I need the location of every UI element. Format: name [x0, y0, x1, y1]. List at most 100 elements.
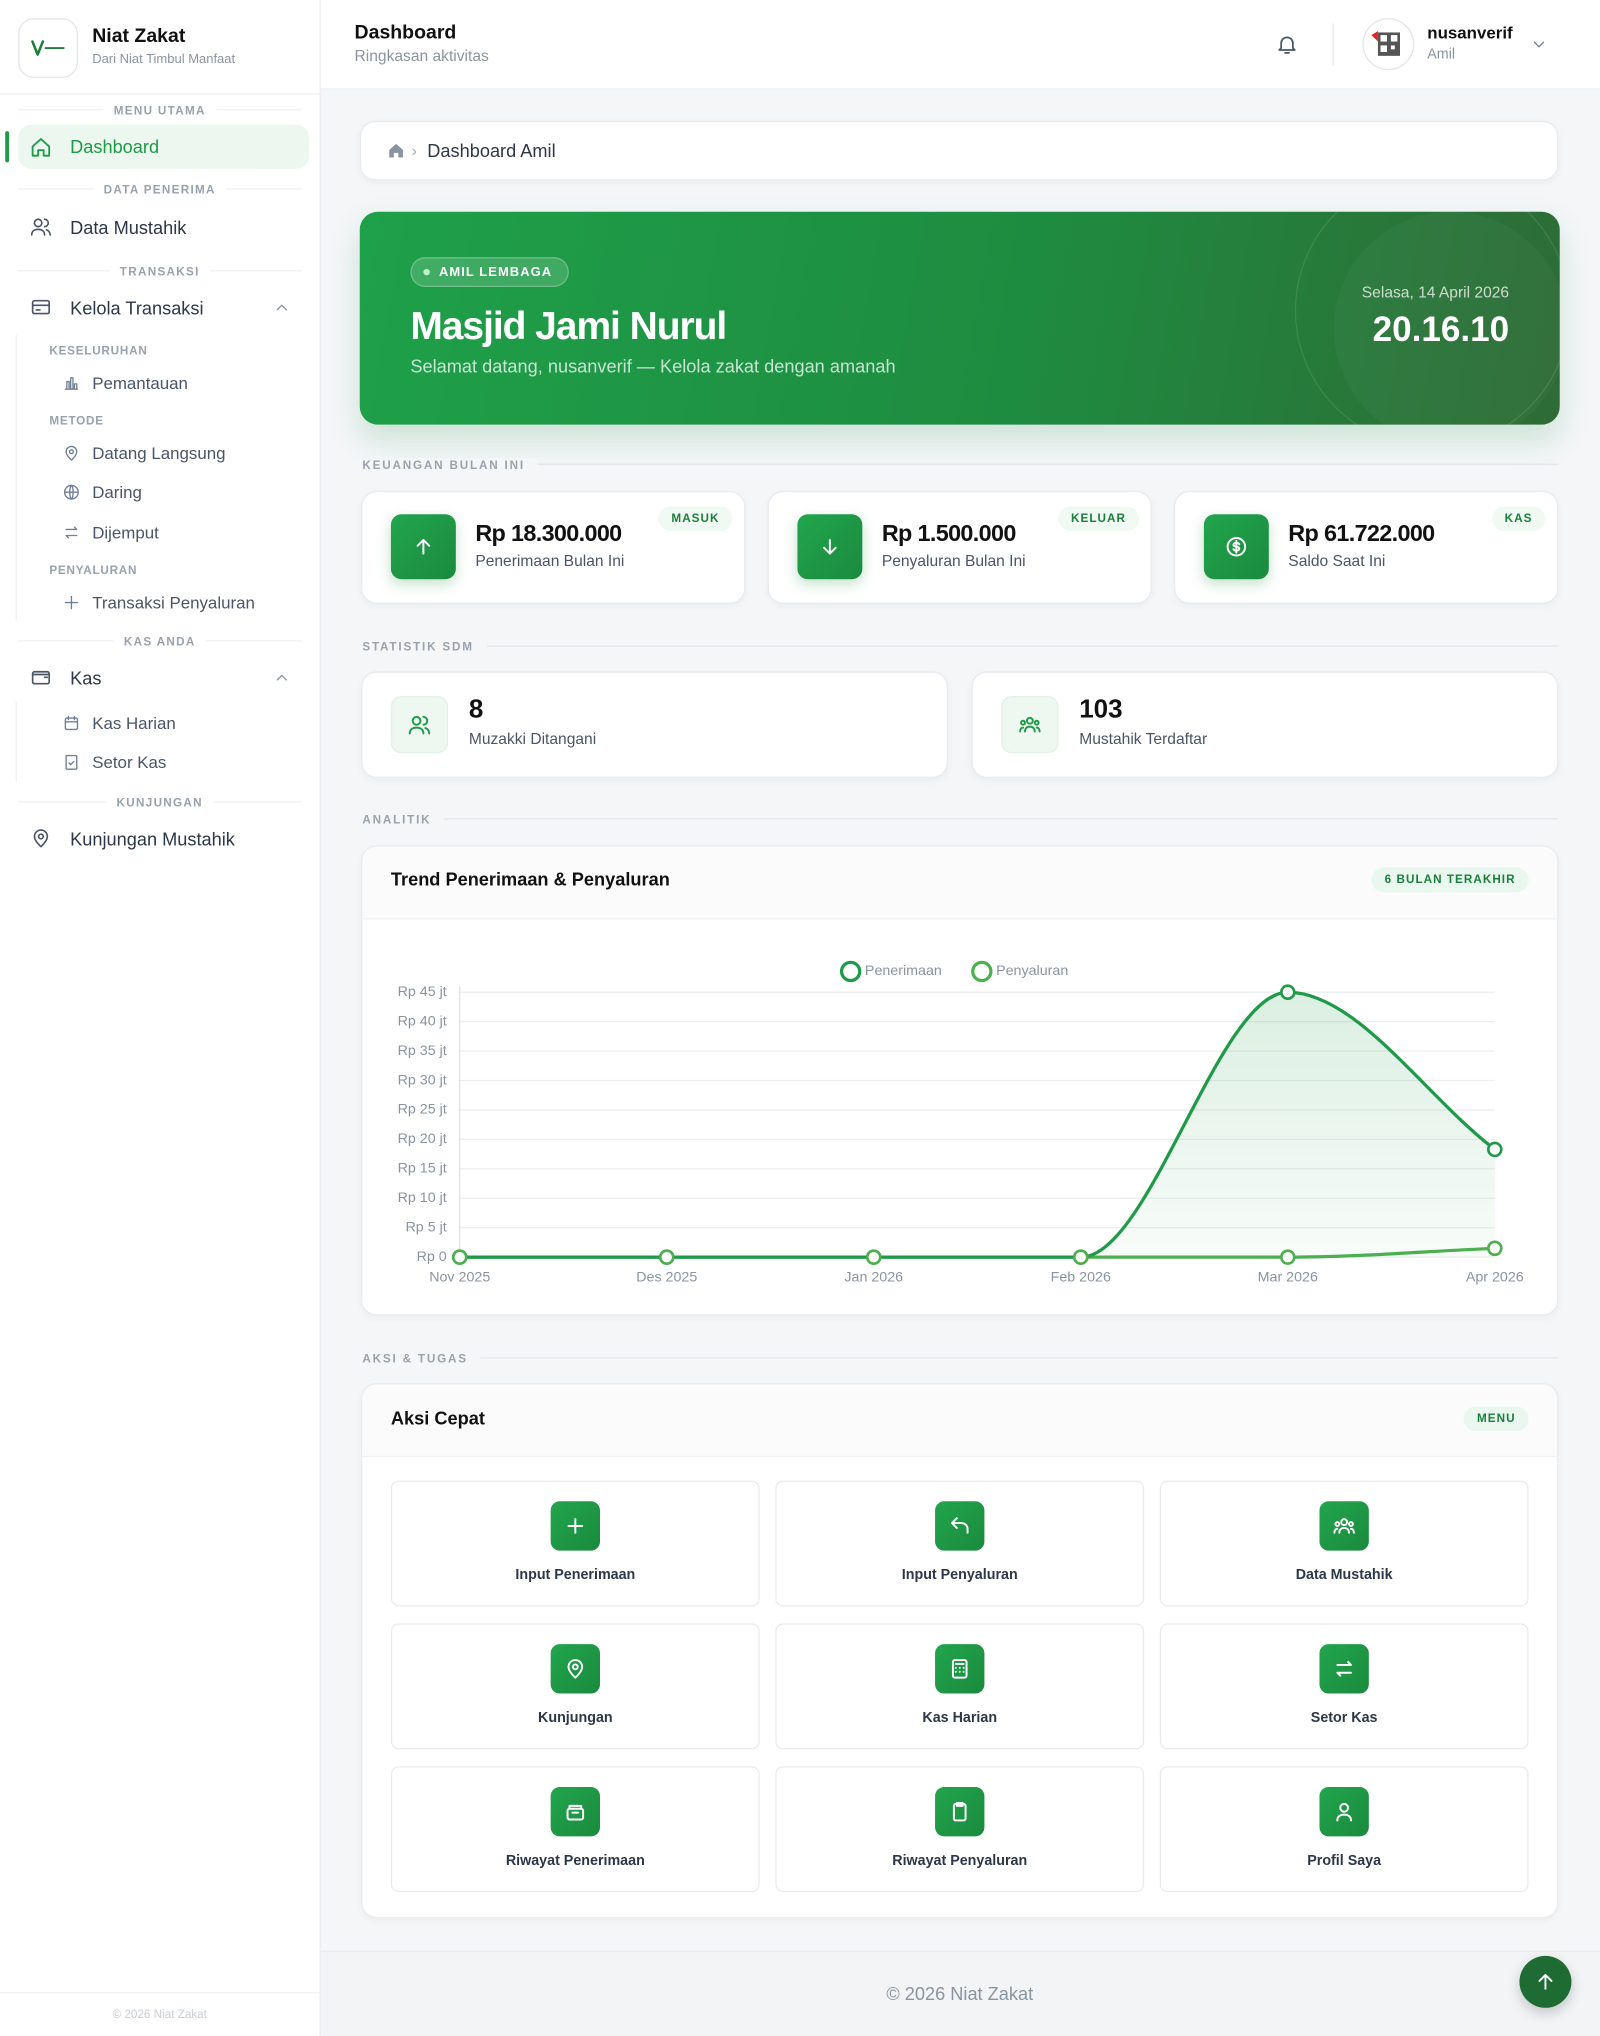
action-icon-glyph — [1336, 1802, 1352, 1822]
tree-line — [15, 701, 17, 782]
action-icon-box — [935, 1787, 985, 1837]
legend-label: Penerimaan — [865, 963, 942, 979]
nav-item[interactable]: Data Mustahik — [70, 216, 187, 238]
page-title: Dashboard — [354, 21, 457, 44]
icon-users — [30, 218, 51, 236]
group-title: METODE — [49, 414, 104, 428]
action-label: Setor Kas — [1310, 1710, 1378, 1726]
logo — [18, 18, 78, 78]
stat-icon-glyph — [408, 715, 431, 735]
hero-badge-text: AMIL LEMBAGA — [438, 265, 553, 280]
finance-label: Saldo Saat Ini — [1288, 551, 1386, 571]
nav-subitem[interactable]: Kas Harian — [92, 713, 176, 734]
chevron[interactable] — [274, 670, 290, 686]
hero-date: Selasa, 14 April 2026 — [1361, 283, 1510, 302]
nav-subitem[interactable]: Daring — [92, 482, 142, 502]
chevron[interactable] — [1531, 36, 1547, 52]
icon-pin — [65, 445, 78, 461]
nav-subitem[interactable]: Datang Langsung — [92, 443, 226, 463]
footer-text: © 2026 Niat Zakat — [886, 1983, 1034, 2004]
actions-badge: MENU — [1464, 1406, 1529, 1432]
breadcrumb: Dashboard Amil — [427, 140, 556, 162]
action-icon — [948, 1657, 971, 1680]
hero-subtitle: Selamat datang, nusanverif — Kelola zaka… — [410, 355, 896, 377]
scroll-top[interactable] — [1519, 1955, 1572, 2008]
section: TRANSAKSI — [18, 264, 302, 278]
nav-item[interactable]: Kas — [70, 667, 102, 689]
y-tick-label: Rp 45 jt — [398, 984, 447, 1000]
action-icon-glyph — [1333, 1518, 1355, 1534]
hero-deco — [1294, 211, 1560, 425]
legend-marker — [839, 960, 862, 983]
action-icon-glyph — [566, 1804, 585, 1821]
x-tick-label: Mar 2026 — [1258, 1270, 1318, 1286]
point — [1487, 1141, 1503, 1158]
nav-subitem[interactable]: Setor Kas — [92, 752, 167, 773]
logo-mark — [31, 40, 65, 56]
action-label: Riwayat Penerimaan — [505, 1853, 645, 1869]
stat-icon — [1018, 713, 1041, 736]
point — [1279, 984, 1296, 1000]
action-icon — [564, 1657, 587, 1680]
x-tick-label: Apr 2026 — [1466, 1270, 1524, 1286]
action-icon — [1332, 1514, 1355, 1537]
action-label: Kas Harian — [922, 1710, 998, 1726]
group-title: KESELURUHAN — [49, 344, 148, 358]
sidebar — [0, 0, 321, 2036]
hero-time: 20.16.10 — [1372, 309, 1510, 349]
divider — [0, 1992, 320, 1994]
x-tick-label: Nov 2025 — [429, 1270, 490, 1286]
nav-subitem[interactable]: Transaksi Penyaluran — [92, 592, 255, 613]
section-title: DATA PENERIMA — [93, 183, 227, 197]
stat-icon-glyph — [1019, 716, 1041, 733]
nav-item[interactable]: Dashboard — [70, 136, 160, 158]
stat-label: Mustahik Terdaftar — [1079, 729, 1208, 749]
point — [1279, 1249, 1296, 1265]
section-title: KUNJUNGAN — [106, 796, 214, 810]
action-icon-box — [935, 1501, 985, 1551]
x-tick-label: Feb 2026 — [1051, 1270, 1111, 1286]
finance-amount: Rp 18.300.000 — [475, 520, 622, 547]
card-header — [362, 846, 1558, 920]
stat-value: 103 — [1079, 695, 1123, 725]
bell[interactable] — [1275, 32, 1298, 55]
section-label-text: AKSI & TUGAS — [362, 1351, 481, 1365]
chart: Rp 0 Rp 5 jt Rp 10 jt Rp 15 jt Rp 20 jt Rp 25… — [398, 960, 1524, 1286]
chevron[interactable] — [274, 300, 290, 316]
active-item-bg[interactable] — [18, 124, 310, 169]
section: KUNJUNGAN — [18, 796, 302, 810]
section: DATA PENERIMA — [18, 183, 302, 197]
stat-card — [971, 671, 1559, 778]
hero-title: Masjid Jami Nurul — [410, 305, 727, 349]
action-icon-glyph — [567, 1518, 584, 1534]
nav-subitem[interactable]: Pemantauan — [92, 373, 188, 393]
y-tick-label: Rp 10 jt — [398, 1190, 447, 1206]
finance-badge: MASUK — [658, 506, 733, 532]
group-title: PENYALURAN — [49, 563, 138, 577]
divider — [0, 93, 320, 95]
section-label: STATISTIK SDM — [362, 640, 1559, 654]
action-icon-glyph — [952, 1801, 967, 1822]
nav-subitem[interactable]: Dijemput — [92, 522, 159, 543]
y-tick-label: Rp 40 jt — [398, 1013, 447, 1029]
action-icon — [1332, 1657, 1355, 1680]
action-icon — [564, 1514, 587, 1537]
section-title: TRANSAKSI — [109, 264, 211, 278]
icon-home[interactable] — [387, 142, 405, 160]
icon-card — [31, 299, 51, 315]
action-icon-glyph — [567, 1659, 584, 1679]
legend-marker — [971, 960, 993, 983]
nav-item[interactable]: Kunjungan Mustahik — [70, 828, 235, 850]
point — [865, 1249, 882, 1265]
actions-title: Aksi Cepat — [390, 1407, 485, 1429]
action-label: Input Penyaluran — [901, 1567, 1018, 1584]
nav-item[interactable]: Kelola Transaksi — [70, 297, 204, 319]
avatar[interactable] — [1362, 18, 1415, 71]
icon-pin — [33, 829, 49, 848]
user-name[interactable]: nusanverif — [1427, 22, 1513, 43]
tree-line — [15, 335, 17, 621]
y-tick-label: Rp 35 jt — [398, 1043, 447, 1059]
footer — [320, 1950, 1600, 2036]
